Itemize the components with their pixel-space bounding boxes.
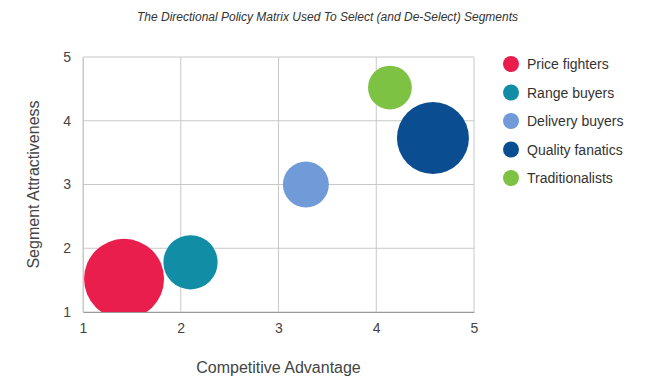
- legend-label: Range buyers: [527, 85, 614, 101]
- x-tick-label: 4: [373, 320, 381, 336]
- x-axis: 1 2 3 4 5: [80, 312, 479, 336]
- bubble: [397, 102, 469, 174]
- bubble: [163, 235, 217, 289]
- legend-item: Price fighters: [503, 56, 609, 72]
- legend-swatch: [503, 170, 519, 186]
- y-tick-label: 2: [63, 240, 71, 256]
- y-tick: 4: [63, 113, 83, 129]
- x-tick-label: 5: [471, 320, 479, 336]
- y-tick: 2: [63, 240, 83, 256]
- legend-swatch: [503, 85, 519, 101]
- legend-label: Delivery buyers: [527, 113, 623, 129]
- legend-item: Traditionalists: [503, 170, 613, 186]
- x-tick: 1: [80, 312, 88, 336]
- legend-item: Quality fanatics: [503, 142, 623, 158]
- y-axis: 1 2 3 4 5: [63, 49, 83, 320]
- grid-line-x: [83, 57, 84, 312]
- plot-area: 1 2 3 4 5 1 2 3 4 5: [63, 49, 478, 336]
- x-tick: 4: [373, 312, 381, 336]
- legend-label: Traditionalists: [527, 170, 613, 186]
- grid-line-y: [83, 184, 474, 185]
- legend-swatch: [503, 56, 519, 72]
- legend-swatch: [503, 113, 519, 129]
- legend-item: Delivery buyers: [503, 113, 623, 129]
- y-tick-label: 3: [63, 176, 71, 192]
- y-tick-label: 1: [63, 304, 71, 320]
- bubble: [283, 162, 329, 208]
- y-tick: 3: [63, 176, 83, 192]
- y-tick-label: 5: [63, 49, 71, 65]
- legend-label: Quality fanatics: [527, 142, 623, 158]
- marks: [84, 66, 469, 312]
- y-tick-label: 4: [63, 113, 71, 129]
- legend-item: Range buyers: [503, 85, 614, 101]
- legend-label: Price fighters: [527, 56, 609, 72]
- x-tick: 3: [275, 312, 283, 336]
- x-tick: 5: [471, 312, 479, 336]
- y-tick: 5: [63, 49, 83, 65]
- y-tick: 1: [63, 304, 83, 320]
- bubble: [368, 66, 412, 110]
- legend: Price fighters Range buyers Delivery buyer…: [503, 56, 623, 186]
- bubble: [84, 239, 164, 312]
- y-axis-line: [83, 58, 84, 313]
- x-tick-label: 1: [80, 320, 88, 336]
- y-axis-title: Segment Attractiveness: [25, 100, 42, 268]
- x-axis-line: [84, 312, 475, 313]
- x-tick-label: 3: [275, 320, 283, 336]
- x-tick-label: 2: [177, 320, 185, 336]
- x-axis-title: Competitive Advantage: [196, 359, 361, 376]
- legend-swatch: [503, 142, 519, 158]
- chart-title: The Directional Policy Matrix Used To Se…: [137, 10, 518, 24]
- grid-line-y: [83, 57, 474, 58]
- x-tick: 2: [177, 312, 185, 336]
- chart: The Directional Policy Matrix Used To Se…: [0, 0, 655, 386]
